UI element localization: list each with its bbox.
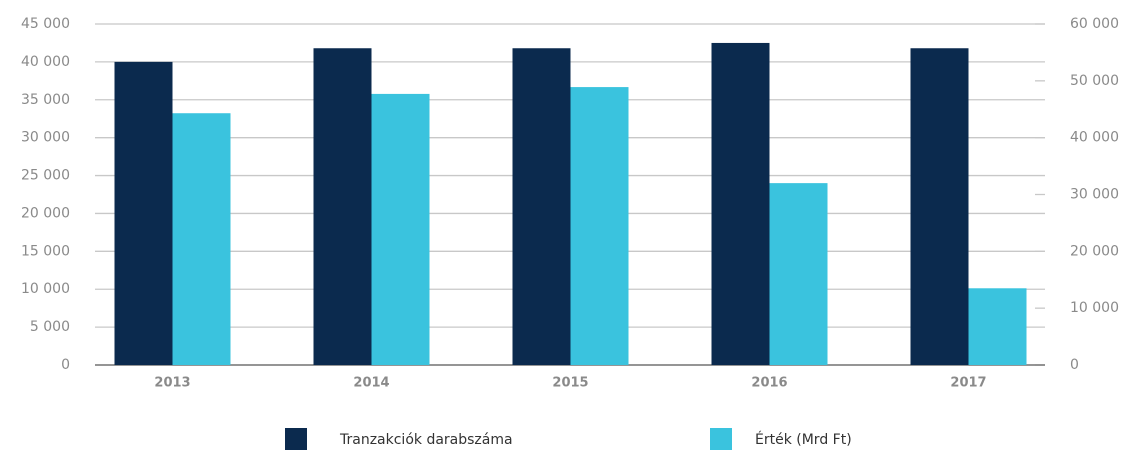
legend-label: Tranzakciók darabszáma bbox=[339, 432, 513, 448]
y-tick-label: 10 000 bbox=[21, 281, 70, 297]
y-tick-label: 30 000 bbox=[21, 130, 70, 146]
bar bbox=[570, 87, 629, 366]
y-tick-label: 20 000 bbox=[21, 205, 70, 221]
y-tick-label: 40 000 bbox=[21, 54, 70, 70]
bar bbox=[371, 93, 430, 365]
bar bbox=[172, 113, 231, 365]
legend-swatch bbox=[285, 428, 307, 450]
bar bbox=[769, 183, 828, 365]
bar bbox=[114, 61, 173, 366]
legend-swatch bbox=[710, 428, 732, 450]
y2-tick-label: 60 000 bbox=[1070, 16, 1119, 32]
y-tick-label: 5 000 bbox=[30, 319, 70, 335]
bar bbox=[313, 48, 372, 365]
y-tick-label: 25 000 bbox=[21, 168, 70, 184]
bar bbox=[968, 288, 1027, 365]
y-tick-label: 15 000 bbox=[21, 243, 70, 259]
y-tick-label: 35 000 bbox=[21, 92, 70, 108]
y2-tick-label: 50 000 bbox=[1070, 73, 1119, 89]
y2-tick-label: 0 bbox=[1070, 357, 1079, 373]
x-tick-label: 2015 bbox=[552, 376, 588, 391]
y-tick-label: 0 bbox=[61, 357, 70, 373]
x-tick-label: 2016 bbox=[751, 376, 787, 391]
y2-tick-label: 30 000 bbox=[1070, 187, 1119, 203]
y2-tick-label: 40 000 bbox=[1070, 130, 1119, 146]
y2-tick-label: 20 000 bbox=[1070, 243, 1119, 259]
bar bbox=[711, 42, 770, 365]
bar bbox=[910, 48, 969, 365]
y2-tick-label: 10 000 bbox=[1070, 300, 1119, 316]
x-tick-label: 2017 bbox=[950, 376, 986, 391]
bar bbox=[512, 48, 571, 365]
y-tick-label: 45 000 bbox=[21, 16, 70, 32]
x-tick-label: 2014 bbox=[353, 376, 389, 391]
x-tick-label: 2013 bbox=[154, 376, 190, 391]
legend-label: Érték (Mrd Ft) bbox=[755, 431, 852, 448]
